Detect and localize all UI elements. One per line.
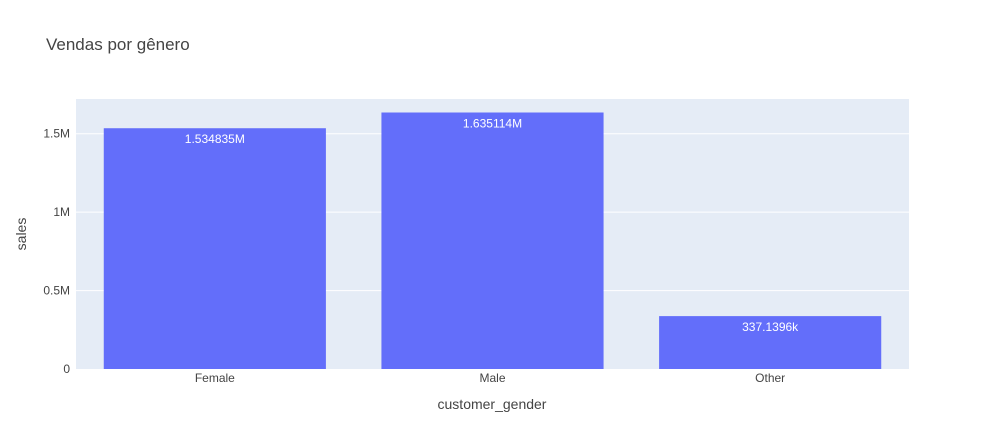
bars: 1.534835M 1.635114M 337.1396k [103,112,882,369]
y-tick-label: 0 [63,362,70,376]
bar-value-label: 337.1396k [742,320,799,334]
bar [103,128,326,369]
y-axis-title: sales [13,218,29,251]
bar [659,316,882,369]
x-axis-title: customer_gender [438,396,547,412]
y-tick-label: 0.5M [43,284,70,298]
x-axis-ticks: Female Male Other [195,371,785,385]
chart-title: Vendas por gênero [46,35,190,54]
bar [381,112,604,369]
y-axis-ticks: 0 0.5M 1M 1.5M [43,127,70,376]
x-tick-label: Female [195,371,235,385]
bar-value-label: 1.635114M [463,117,522,131]
bar-value-label: 1.534835M [185,132,245,146]
x-tick-label: Male [479,371,505,385]
y-tick-label: 1.5M [43,127,70,141]
x-tick-label: Other [755,371,785,385]
y-tick-label: 1M [53,205,70,219]
